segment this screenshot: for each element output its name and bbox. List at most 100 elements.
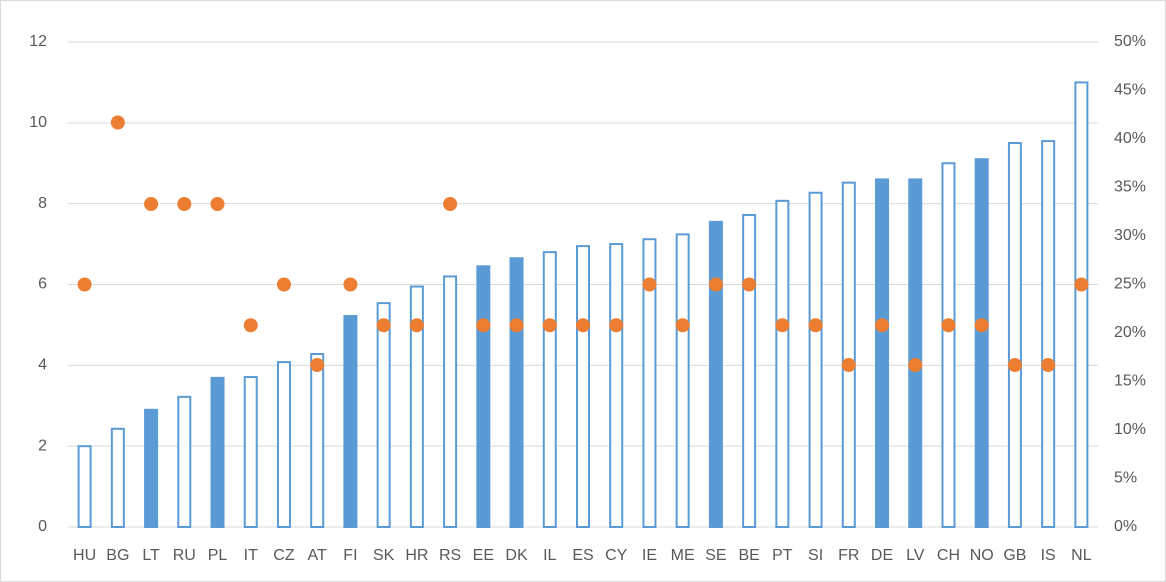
y2-tick-label: 40% [1114, 130, 1146, 147]
dot [908, 358, 923, 373]
x-tick-label: SK [373, 547, 395, 564]
bar [742, 213, 757, 528]
bar [509, 257, 524, 528]
dot [775, 318, 790, 333]
x-tick-label: IT [244, 547, 258, 564]
y2-tick-label: 15% [1114, 373, 1146, 390]
y2-tick-label: 5% [1114, 470, 1137, 487]
bar [609, 243, 624, 528]
x-tick-label: GB [1003, 547, 1026, 564]
bar [110, 427, 125, 529]
y2-tick-label: 35% [1114, 179, 1146, 196]
bar [941, 162, 956, 528]
y2-tick-label: 50% [1114, 33, 1146, 50]
dot [110, 115, 125, 130]
bar [476, 265, 491, 528]
bar [974, 158, 989, 528]
dot [509, 318, 524, 333]
dot [1074, 277, 1089, 292]
bar [775, 199, 790, 528]
dot [243, 318, 258, 333]
bar [542, 251, 557, 529]
bar [310, 353, 325, 528]
x-tick-label: LT [142, 547, 160, 564]
y-tick-label: 12 [29, 33, 47, 50]
dot [443, 196, 458, 211]
y-tick-label: 6 [38, 276, 47, 293]
x-tick-label: HU [73, 547, 96, 564]
bar [875, 178, 890, 529]
y2-tick-label: 10% [1114, 421, 1146, 438]
bar [443, 275, 458, 528]
bar [343, 315, 358, 528]
dot [376, 318, 391, 333]
dot [77, 277, 92, 292]
x-tick-label: PT [772, 547, 793, 564]
dot [675, 318, 690, 333]
bar [1074, 81, 1089, 529]
bar [243, 376, 258, 528]
x-tick-label: IE [642, 547, 657, 564]
dot [642, 277, 657, 292]
dot [1041, 358, 1056, 373]
x-tick-label: FR [838, 547, 859, 564]
x-tick-label: CH [937, 547, 960, 564]
dot [1007, 358, 1022, 373]
x-tick-label: AT [308, 547, 327, 564]
dot [177, 196, 192, 211]
bar [1007, 142, 1022, 529]
dot [808, 318, 823, 333]
dot [974, 318, 989, 333]
x-tick-label: BG [106, 547, 129, 564]
y-tick-label: 0 [38, 518, 47, 535]
bar [409, 285, 424, 529]
dot [476, 318, 491, 333]
bar [276, 361, 291, 528]
y-tick-label: 8 [38, 195, 47, 212]
x-tick-label: NL [1071, 547, 1092, 564]
bar [841, 181, 856, 528]
bar [376, 302, 391, 529]
x-tick-label: SE [705, 547, 726, 564]
dot [941, 318, 956, 333]
bar [210, 376, 225, 528]
dot [343, 277, 358, 292]
bar [1041, 140, 1056, 528]
x-tick-label: DE [871, 547, 893, 564]
dot [875, 318, 890, 333]
y2-tick-label: 45% [1114, 82, 1146, 99]
bar [675, 233, 690, 528]
x-tick-label: RU [173, 547, 196, 564]
x-tick-label: CY [605, 547, 628, 564]
x-tick-label: DK [505, 547, 528, 564]
dot [276, 277, 291, 292]
dot [609, 318, 624, 333]
x-tick-label: RS [439, 547, 461, 564]
x-tick-label: HR [405, 547, 428, 564]
dot [542, 318, 557, 333]
bar [708, 220, 723, 529]
bar [642, 238, 657, 528]
bar [144, 408, 159, 528]
x-tick-label: NO [970, 547, 994, 564]
x-tick-label: SI [808, 547, 823, 564]
x-tick-label: CZ [273, 547, 295, 564]
y2-tick-label: 25% [1114, 276, 1146, 293]
bar [908, 178, 923, 529]
dot [144, 196, 159, 211]
y2-tick-label: 0% [1114, 518, 1137, 535]
y2-tick-label: 30% [1114, 227, 1146, 244]
x-tick-label: IS [1041, 547, 1056, 564]
x-tick-label: ME [671, 547, 695, 564]
bar [77, 445, 92, 528]
dot [576, 318, 590, 333]
x-tick-label: BE [738, 547, 759, 564]
bar [576, 245, 590, 529]
x-tick-label: EE [473, 547, 494, 564]
dot [742, 277, 757, 292]
bar [177, 395, 192, 528]
y-tick-label: 10 [29, 114, 47, 131]
dot [841, 358, 856, 373]
dot [708, 277, 723, 292]
